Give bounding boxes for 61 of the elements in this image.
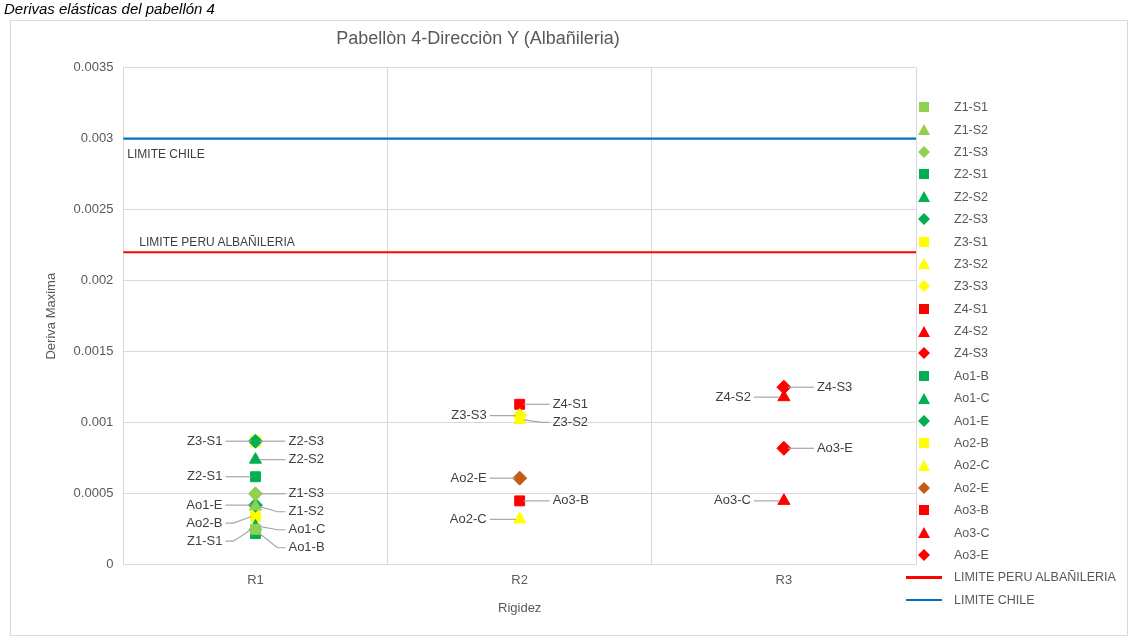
text: Z1-S1 <box>187 532 223 548</box>
chart-title: Pabellòn 4-Direcciòn Y (Albañileria) <box>336 27 620 48</box>
text: Z1-S2 <box>288 503 324 519</box>
text: Ao2-E <box>450 469 487 485</box>
y-tick-label: 0.003 <box>80 130 114 146</box>
text: Z4-S2 <box>715 388 751 404</box>
text: Z4-S3 <box>816 378 853 394</box>
legend-label: Z4-S1 <box>954 301 989 316</box>
legend-label: Z3-S2 <box>954 256 989 271</box>
y-tick-label: 0.0015 <box>73 343 114 359</box>
text: LIMITE CHILE <box>127 146 205 161</box>
legend-label: Z1-S2 <box>954 122 989 137</box>
legend-label: Z3-S1 <box>954 234 989 249</box>
text: Ao1-B <box>288 539 325 555</box>
x-axis-title: Rigidez <box>498 599 542 615</box>
text: Z2-S3 <box>288 432 324 448</box>
legend-label: Z3-S3 <box>954 279 989 294</box>
legend-label: Z4-S2 <box>954 324 989 339</box>
y-tick-label: 0.0035 <box>73 59 114 75</box>
legend-label: Z4-S3 <box>954 346 989 361</box>
text: LIMITE PERU ALBAÑILERIA <box>954 570 1116 585</box>
x-tick-label: R3 <box>775 572 793 588</box>
y-tick-label: 0.001 <box>80 414 114 430</box>
y-axis-title: Deriva Maxima <box>43 272 59 360</box>
legend-label: Z2-S2 <box>954 189 989 204</box>
text: Z4-S1 <box>552 395 589 411</box>
legend-label: Z2-S1 <box>954 167 989 182</box>
text: Ao3-B <box>552 492 589 508</box>
ref-line-label: LIMITE PERU ALBAÑILERIA <box>139 234 295 249</box>
legend-label: Ao2-C <box>954 458 990 473</box>
legend-label: Ao3-B <box>954 503 989 518</box>
y-tick-label: 0.002 <box>80 272 114 288</box>
legend-label: Ao3-C <box>954 525 990 540</box>
legend-label: Ao1-C <box>954 391 990 406</box>
text: Z3-S3 <box>451 407 487 423</box>
legend-label: Ao1-E <box>954 413 989 428</box>
text: Z3-S2 <box>552 413 589 429</box>
legend-label: Z1-S1 <box>954 100 989 115</box>
legend-label: Ao2-B <box>954 436 989 451</box>
text: Z1-S3 <box>288 485 324 501</box>
text: Ao1-C <box>288 521 326 537</box>
text: Derivas elásticas del pabellón 4 <box>4 0 215 17</box>
y-tick-label: 0.0025 <box>73 201 114 217</box>
legend-label: Ao3-E <box>954 548 989 562</box>
text: Z2-S1 <box>187 468 223 484</box>
legend-label: Z2-S3 <box>954 212 989 227</box>
legend-label: Ao1-B <box>954 368 989 383</box>
text: Ao1-E <box>186 496 223 512</box>
legend-label: Ao2-E <box>954 480 989 495</box>
text: Ao2-B <box>186 514 223 530</box>
legend-label: Z1-S3 <box>954 144 989 159</box>
legend-label: LIMITE CHILE <box>954 592 1035 607</box>
text: Ao3-E <box>816 439 854 455</box>
text: Ao3-C <box>714 492 751 508</box>
text: Z3-S1 <box>187 432 223 448</box>
x-tick-label: R1 <box>247 572 264 588</box>
text: Z2-S2 <box>288 451 324 467</box>
y-tick-label: 0.0005 <box>73 485 114 501</box>
y-tick-label: 0 <box>106 556 114 572</box>
x-tick-label: R2 <box>511 572 528 588</box>
text: Ao2-C <box>449 510 487 526</box>
